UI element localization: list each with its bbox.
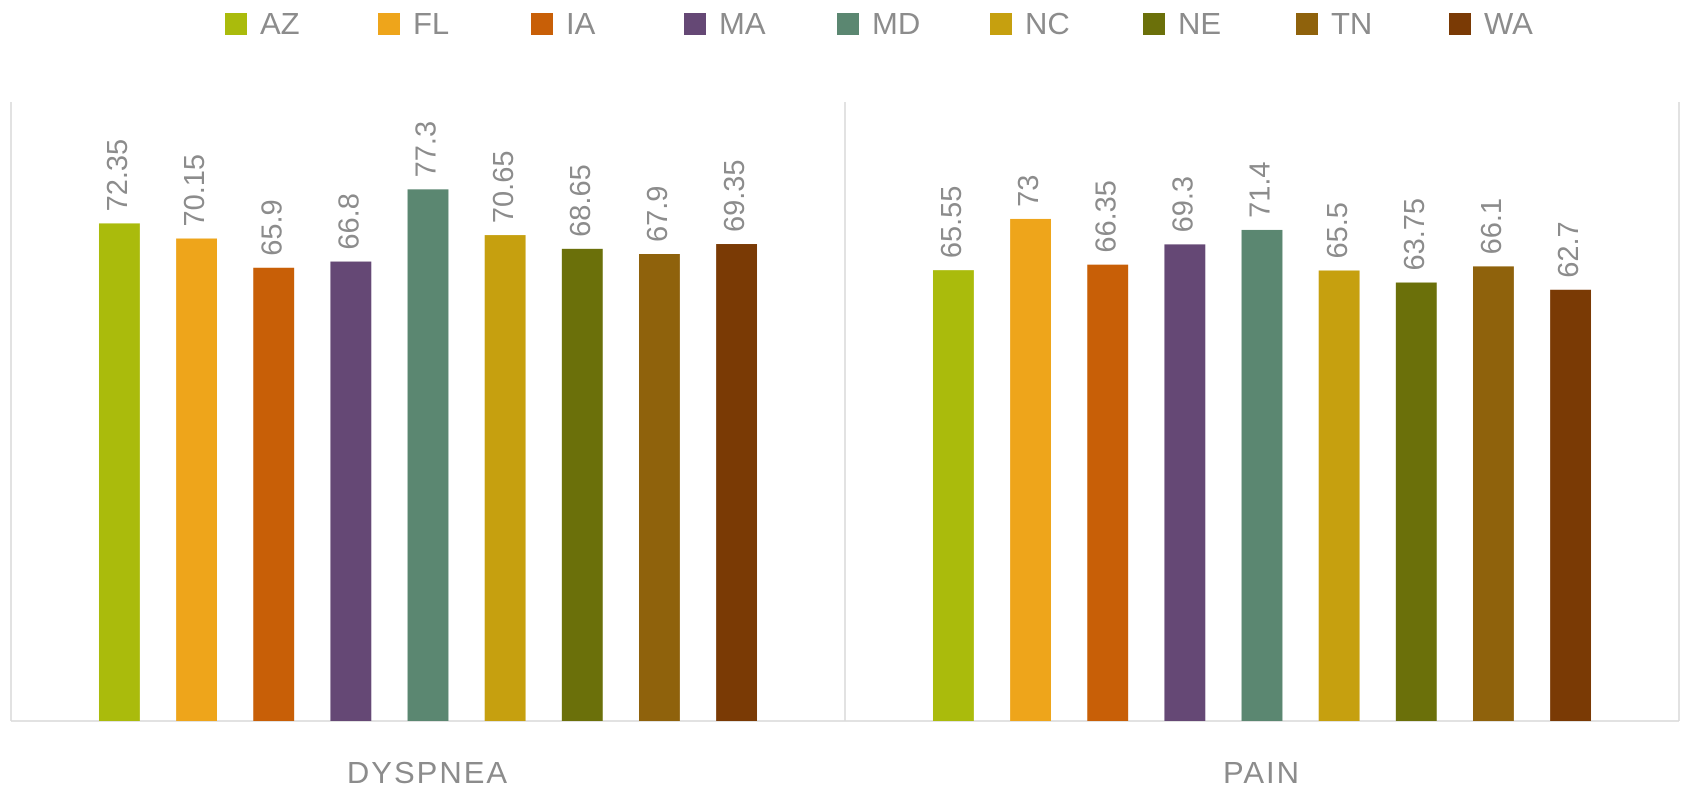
- bar: [1395, 282, 1437, 721]
- bar: [484, 235, 526, 721]
- legend-label: NC: [1025, 6, 1070, 41]
- data-label: 66.8: [334, 193, 366, 249]
- data-label: 65.9: [256, 199, 288, 255]
- bar: [98, 223, 140, 722]
- data-label: 73: [1013, 175, 1045, 207]
- legend-swatch: [990, 13, 1012, 35]
- legend-swatch: [837, 13, 859, 35]
- bar: [330, 261, 372, 721]
- bar: [1010, 218, 1052, 721]
- data-label: 66.1: [1476, 198, 1508, 254]
- bar: [1472, 266, 1514, 721]
- data-label: 62.7: [1553, 221, 1585, 277]
- legend-label: NE: [1178, 6, 1221, 41]
- bar: [932, 270, 974, 721]
- data-label: 72.35: [102, 139, 134, 212]
- legend-label: FL: [413, 6, 449, 41]
- data-label: 65.5: [1322, 202, 1354, 258]
- data-label: 65.55: [936, 186, 968, 259]
- bar: [716, 244, 758, 721]
- legend-swatch: [1449, 13, 1471, 35]
- data-label: 70.65: [488, 151, 520, 224]
- legend-label: IA: [566, 6, 596, 41]
- legend-swatch: [1143, 13, 1165, 35]
- bar: [253, 267, 295, 721]
- bar: [1241, 229, 1283, 721]
- legend-label: WA: [1484, 6, 1533, 41]
- data-label: 77.3: [411, 121, 443, 177]
- bar: [1164, 244, 1206, 721]
- bar: [176, 238, 218, 721]
- legend-label: MD: [872, 6, 920, 41]
- bar: [1087, 264, 1129, 721]
- legend-label: AZ: [260, 6, 300, 41]
- legend-swatch: [684, 13, 706, 35]
- bar: [638, 253, 680, 721]
- legend-swatch: [531, 13, 553, 35]
- legend-swatch: [1296, 13, 1318, 35]
- data-label: 66.35: [1090, 180, 1122, 253]
- data-label: 70.15: [179, 154, 211, 227]
- legend-label: MA: [719, 6, 766, 41]
- bar: [407, 189, 449, 721]
- x-tick-label: PAIN: [1223, 755, 1301, 790]
- x-tick-label: DYSPNEA: [347, 755, 509, 790]
- data-label: 69.3: [1168, 176, 1200, 232]
- data-label: 63.75: [1399, 198, 1431, 271]
- data-label: 68.65: [565, 164, 597, 237]
- data-label: 67.9: [642, 186, 674, 242]
- data-label: 69.35: [719, 159, 751, 232]
- legend-swatch: [225, 13, 247, 35]
- bar: [561, 248, 603, 721]
- legend-swatch: [378, 13, 400, 35]
- legend-label: TN: [1331, 6, 1372, 41]
- bar: [1550, 289, 1592, 721]
- data-label: 71.4: [1245, 161, 1277, 217]
- bar: [1318, 270, 1360, 721]
